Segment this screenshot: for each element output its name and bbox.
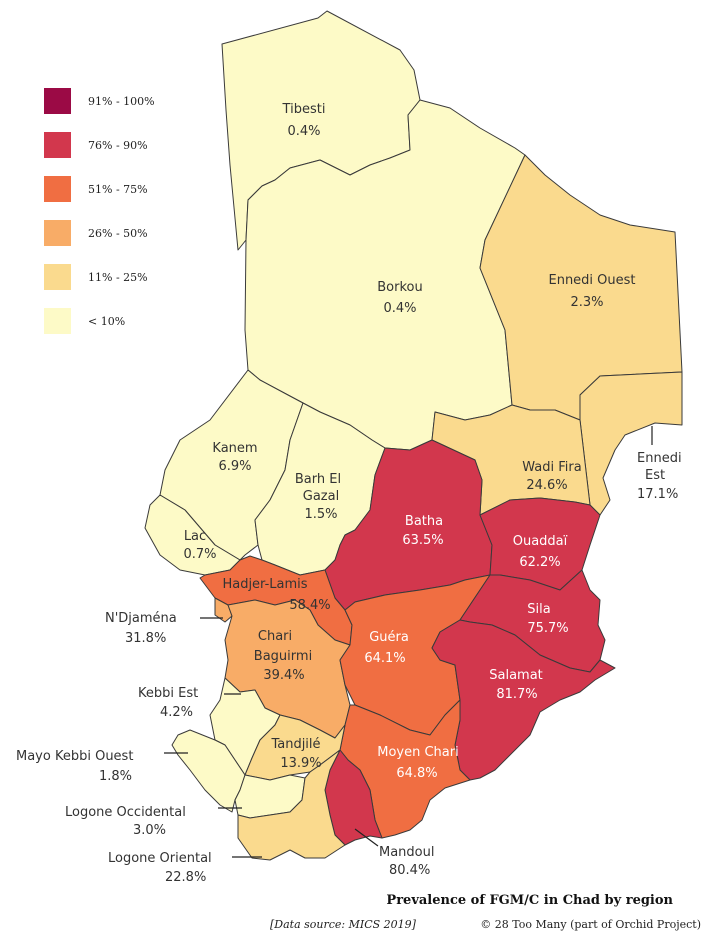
label-chari-baguirmi-value: 39.4% bbox=[263, 668, 304, 683]
label-hadjer-lamis-name: Hadjer-Lamis bbox=[222, 577, 307, 592]
label-logone-occidental-value: 3.0% bbox=[133, 823, 166, 838]
region-ndjamena bbox=[214, 597, 233, 623]
region-salamat bbox=[431, 619, 616, 781]
label-logone-oriental-value: 22.8% bbox=[165, 870, 206, 885]
label-tandjile-name: Tandjilé bbox=[270, 737, 320, 752]
label-mandoul-name: Mandoul bbox=[379, 845, 434, 860]
label-borkou-value: 0.4% bbox=[383, 301, 416, 316]
leader-mandoul bbox=[354, 828, 379, 847]
region-kanem bbox=[159, 369, 304, 561]
label-barh-el-gazal-value: 1.5% bbox=[304, 507, 337, 522]
label-borkou-name: Borkou bbox=[377, 280, 422, 295]
label-mayo-kebbi-ouest-name: Mayo Kebbi Ouest bbox=[16, 749, 133, 764]
label-tandjile-value: 13.9% bbox=[280, 756, 321, 771]
label-ouaddai-name: Ouaddaï bbox=[513, 534, 568, 549]
label-barh-el-gazal-name-1: Barh El bbox=[295, 472, 341, 487]
label-chari-baguirmi-name-1: Chari bbox=[258, 629, 292, 644]
label-kanem-value: 6.9% bbox=[218, 459, 251, 474]
label-guera-value: 64.1% bbox=[364, 651, 405, 666]
label-mayo-kebbi-ouest-value: 1.8% bbox=[99, 769, 132, 784]
legend-item-11-25: 11% - 25% bbox=[44, 264, 244, 290]
label-lac-name: Lac bbox=[184, 529, 206, 544]
legend-swatch bbox=[44, 308, 71, 334]
legend-swatch bbox=[44, 132, 71, 158]
label-guera-name: Guéra bbox=[369, 630, 409, 645]
legend-item-under-10: < 10% bbox=[44, 308, 244, 334]
label-ndjamena-value: 31.8% bbox=[125, 631, 166, 646]
label-kanem-name: Kanem bbox=[212, 441, 257, 456]
label-tibesti-name: Tibesti bbox=[282, 102, 326, 117]
legend-label: 76% - 90% bbox=[88, 139, 148, 152]
legend-label: < 10% bbox=[88, 315, 126, 328]
label-moyen-chari-name: Moyen Chari bbox=[377, 745, 458, 760]
region-logone-oriental bbox=[237, 749, 346, 861]
label-sila-name: Sila bbox=[527, 602, 550, 617]
label-salamat-name: Salamat bbox=[489, 668, 543, 683]
label-ouaddai-value: 62.2% bbox=[519, 555, 560, 570]
label-wadi-fira-name: Wadi Fira bbox=[522, 460, 581, 475]
label-wadi-fira-value: 24.6% bbox=[526, 478, 567, 493]
label-logone-oriental-name: Logone Oriental bbox=[108, 851, 212, 866]
legend-label: 11% - 25% bbox=[88, 271, 148, 284]
label-salamat-value: 81.7% bbox=[496, 687, 537, 702]
label-kebbi-est-name: Kebbi Est bbox=[138, 686, 198, 701]
legend-item-51-75: 51% - 75% bbox=[44, 176, 244, 202]
map-title: Prevalence of FGM/C in Chad by region bbox=[386, 893, 673, 908]
label-sila-value: 75.7% bbox=[527, 621, 568, 636]
data-source: [Data source: MICS 2019] bbox=[270, 918, 416, 931]
label-ennedi-ouest-name: Ennedi Ouest bbox=[548, 273, 635, 288]
legend-label: 51% - 75% bbox=[88, 183, 148, 196]
leader-lines bbox=[164, 426, 653, 858]
label-ennedi-est-name-2: Est bbox=[645, 468, 665, 483]
label-lac-value: 0.7% bbox=[183, 547, 216, 562]
label-logone-occidental-name: Logone Occidental bbox=[65, 805, 186, 820]
region-labels: Tibesti 0.4% Borkou 0.4% Ennedi Ouest 2.… bbox=[16, 102, 682, 885]
legend-swatch bbox=[44, 220, 71, 246]
label-batha-name: Batha bbox=[405, 514, 443, 529]
label-barh-el-gazal-name-2: Gazal bbox=[303, 489, 339, 504]
legend-swatch bbox=[44, 176, 71, 202]
legend-item-91-100: 91% - 100% bbox=[44, 88, 244, 114]
label-hadjer-lamis-value: 58.4% bbox=[289, 598, 330, 613]
label-batha-value: 63.5% bbox=[402, 533, 443, 548]
legend-swatch bbox=[44, 88, 71, 114]
label-moyen-chari-value: 64.8% bbox=[396, 766, 437, 781]
regions-layer bbox=[144, 10, 683, 861]
label-mandoul-value: 80.4% bbox=[389, 863, 430, 878]
copyright-credit: © 28 Too Many (part of Orchid Project) bbox=[480, 918, 701, 931]
label-tibesti-value: 0.4% bbox=[287, 124, 320, 139]
legend-label: 26% - 50% bbox=[88, 227, 148, 240]
legend-swatch bbox=[44, 264, 71, 290]
label-ndjamena-name: N'Djaména bbox=[105, 611, 177, 626]
label-chari-baguirmi-name-2: Baguirmi bbox=[254, 649, 312, 664]
label-ennedi-est-value: 17.1% bbox=[637, 487, 678, 502]
label-ennedi-est-name-1: Ennedi bbox=[637, 451, 682, 466]
legend-item-76-90: 76% - 90% bbox=[44, 132, 244, 158]
legend-item-26-50: 26% - 50% bbox=[44, 220, 244, 246]
legend-label: 91% - 100% bbox=[88, 95, 155, 108]
label-kebbi-est-value: 4.2% bbox=[160, 705, 193, 720]
label-ennedi-ouest-value: 2.3% bbox=[570, 295, 603, 310]
